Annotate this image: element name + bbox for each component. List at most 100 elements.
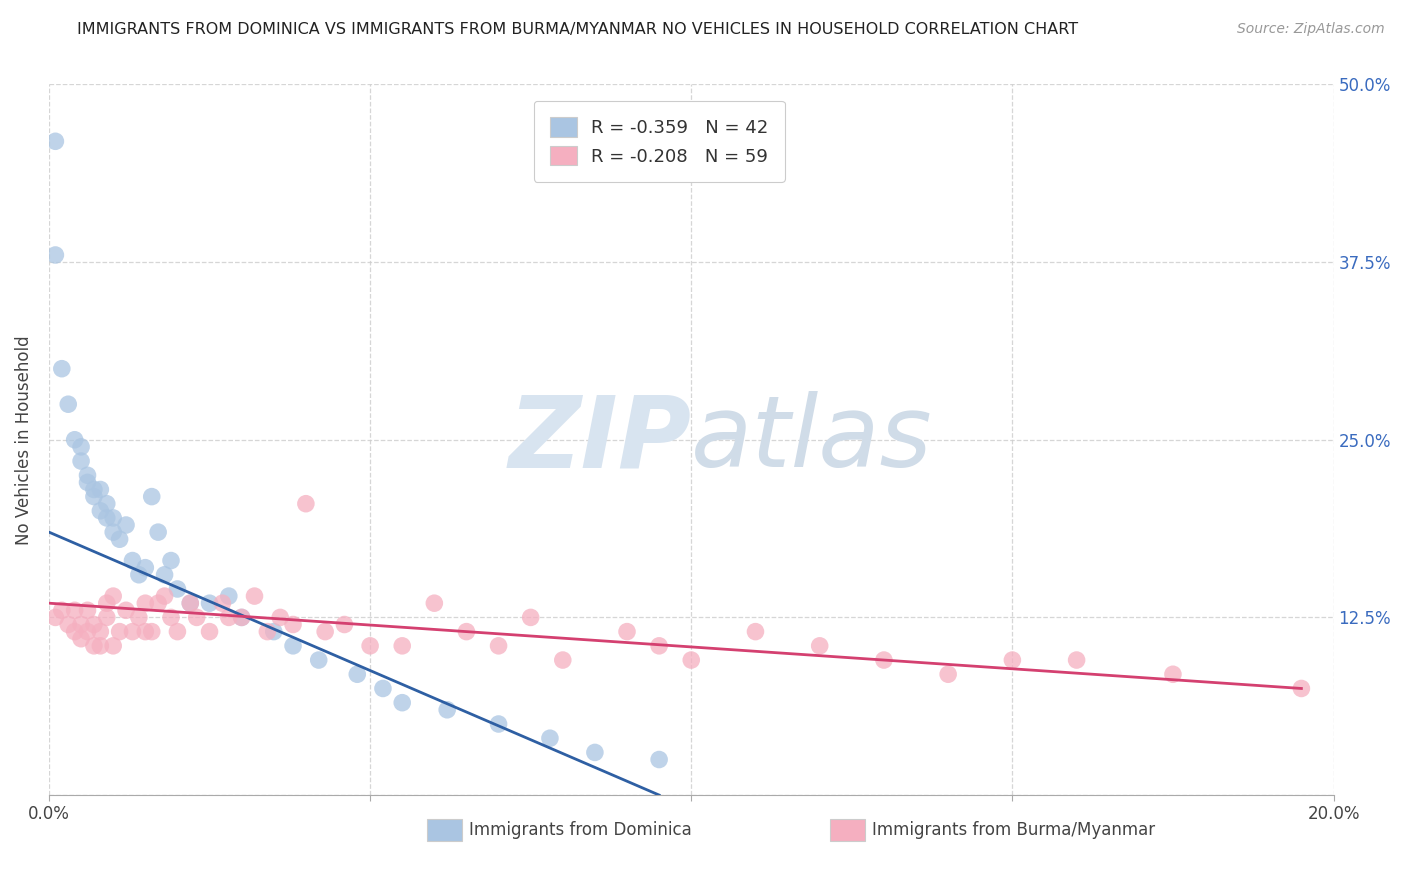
Point — [153, 589, 176, 603]
Point — [1066, 653, 1088, 667]
Point — [314, 624, 336, 639]
Point — [146, 525, 169, 540]
Point — [166, 582, 188, 596]
Point — [128, 610, 150, 624]
Point — [128, 567, 150, 582]
Point — [583, 746, 606, 760]
Point — [488, 639, 510, 653]
Point — [76, 468, 98, 483]
Point — [70, 440, 93, 454]
Point — [141, 624, 163, 639]
Point — [456, 624, 478, 639]
Point — [83, 483, 105, 497]
Point — [333, 617, 356, 632]
Text: ZIP: ZIP — [508, 392, 692, 488]
Point — [51, 361, 73, 376]
Point — [51, 603, 73, 617]
Point — [141, 490, 163, 504]
Point — [936, 667, 959, 681]
Point — [89, 639, 111, 653]
Point — [519, 610, 541, 624]
Point — [83, 617, 105, 632]
Point — [231, 610, 253, 624]
Point — [873, 653, 896, 667]
Point — [281, 617, 304, 632]
Point — [681, 653, 703, 667]
Text: IMMIGRANTS FROM DOMINICA VS IMMIGRANTS FROM BURMA/MYANMAR NO VEHICLES IN HOUSEHO: IMMIGRANTS FROM DOMINICA VS IMMIGRANTS F… — [77, 22, 1078, 37]
Point — [70, 617, 93, 632]
Point — [146, 596, 169, 610]
Point — [134, 596, 156, 610]
Point — [551, 653, 574, 667]
Point — [96, 497, 118, 511]
Point — [76, 475, 98, 490]
Point — [231, 610, 253, 624]
Point — [89, 624, 111, 639]
Point — [70, 632, 93, 646]
Point — [63, 433, 86, 447]
Point — [198, 624, 221, 639]
Point — [616, 624, 638, 639]
Point — [96, 610, 118, 624]
Point — [160, 553, 183, 567]
Point — [44, 134, 66, 148]
Point — [256, 624, 278, 639]
Point — [89, 483, 111, 497]
Point — [218, 610, 240, 624]
Point — [281, 639, 304, 653]
Point — [648, 639, 671, 653]
Point — [121, 553, 143, 567]
Point — [70, 454, 93, 468]
Point — [186, 610, 208, 624]
Point — [103, 525, 125, 540]
Legend: R = -0.359   N = 42, R = -0.208   N = 59: R = -0.359 N = 42, R = -0.208 N = 59 — [534, 101, 785, 182]
Point — [371, 681, 394, 696]
Point — [160, 610, 183, 624]
Point — [1001, 653, 1024, 667]
Point — [308, 653, 330, 667]
Point — [391, 696, 413, 710]
Point — [89, 504, 111, 518]
Point — [218, 589, 240, 603]
Point — [263, 624, 285, 639]
Point — [243, 589, 266, 603]
Point — [96, 596, 118, 610]
Point — [103, 589, 125, 603]
Point — [63, 624, 86, 639]
Point — [103, 639, 125, 653]
Point — [134, 560, 156, 574]
Point — [121, 624, 143, 639]
Point — [179, 596, 201, 610]
Text: atlas: atlas — [692, 392, 932, 488]
Point — [76, 624, 98, 639]
Point — [269, 610, 291, 624]
Point — [153, 567, 176, 582]
Point — [76, 603, 98, 617]
Text: Immigrants from Burma/Myanmar: Immigrants from Burma/Myanmar — [872, 821, 1156, 838]
Point — [166, 624, 188, 639]
Point — [1161, 667, 1184, 681]
Point — [44, 610, 66, 624]
Point — [63, 603, 86, 617]
Point — [134, 624, 156, 639]
Point — [103, 511, 125, 525]
Y-axis label: No Vehicles in Household: No Vehicles in Household — [15, 334, 32, 544]
Point — [436, 703, 458, 717]
Point — [359, 639, 381, 653]
Point — [179, 596, 201, 610]
Point — [423, 596, 446, 610]
Point — [295, 497, 318, 511]
Point — [346, 667, 368, 681]
Point — [44, 248, 66, 262]
Point — [115, 518, 138, 533]
Point — [83, 490, 105, 504]
Text: Immigrants from Dominica: Immigrants from Dominica — [470, 821, 692, 838]
Point — [744, 624, 766, 639]
Point — [808, 639, 831, 653]
Point — [58, 617, 80, 632]
Text: Source: ZipAtlas.com: Source: ZipAtlas.com — [1237, 22, 1385, 37]
Point — [108, 533, 131, 547]
Point — [391, 639, 413, 653]
Point — [211, 596, 233, 610]
Point — [58, 397, 80, 411]
